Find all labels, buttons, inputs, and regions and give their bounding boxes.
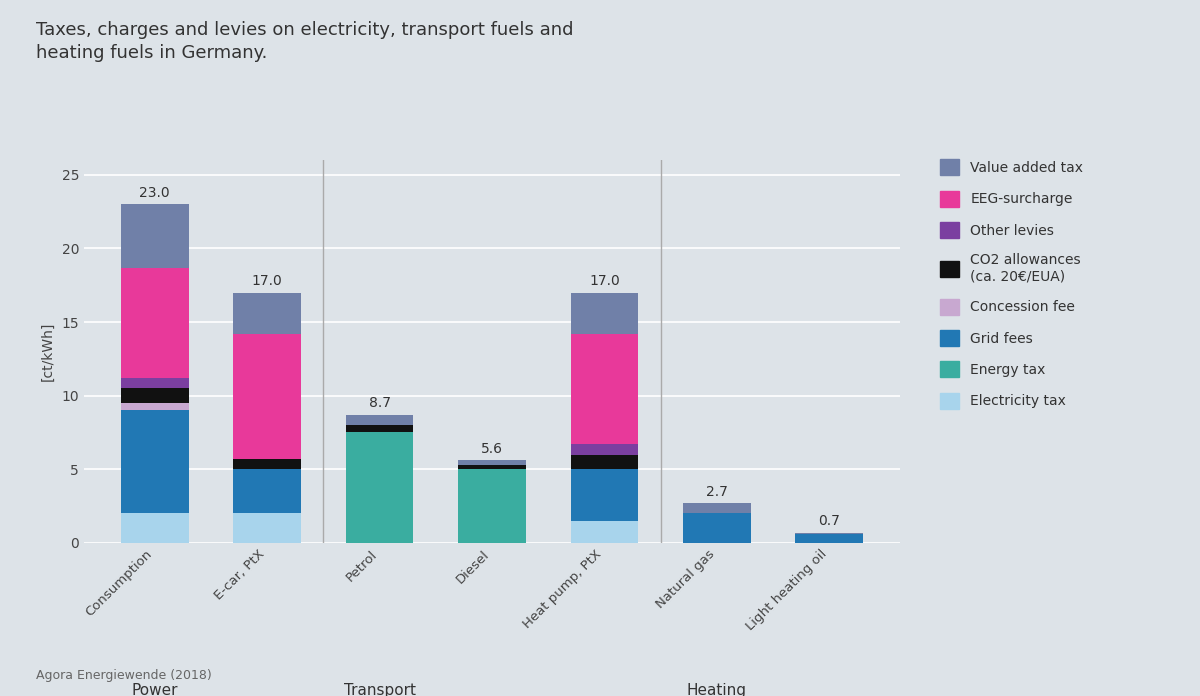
Bar [346, 432, 413, 543]
Bar [121, 388, 188, 403]
Text: Taxes, charges and levies on electricity, transport fuels and
heating fuels in G: Taxes, charges and levies on electricity… [36, 21, 574, 63]
Bar [121, 411, 188, 514]
Text: 8.7: 8.7 [368, 397, 391, 411]
Bar [346, 425, 413, 432]
Bar [458, 465, 526, 469]
Bar [458, 461, 526, 465]
Bar [683, 503, 750, 514]
Bar [796, 532, 863, 534]
Text: 23.0: 23.0 [139, 186, 170, 200]
Bar [571, 454, 638, 469]
Text: Heating: Heating [686, 683, 746, 696]
Text: 17.0: 17.0 [589, 274, 619, 288]
Bar [234, 292, 301, 334]
Bar [234, 514, 301, 543]
Bar [796, 534, 863, 543]
Bar [571, 334, 638, 444]
Legend: Value added tax, EEG-surcharge, Other levies, CO2 allowances
(ca. 20€/EUA), Conc: Value added tax, EEG-surcharge, Other le… [940, 159, 1084, 409]
Bar [121, 267, 188, 378]
Text: 2.7: 2.7 [706, 484, 727, 499]
Bar [571, 521, 638, 543]
Bar [458, 469, 526, 543]
Bar [234, 459, 301, 469]
Bar [121, 378, 188, 388]
Bar [234, 334, 301, 459]
Bar [346, 415, 413, 425]
Text: Agora Energiewende (2018): Agora Energiewende (2018) [36, 669, 211, 682]
Bar [571, 292, 638, 334]
Bar [121, 403, 188, 411]
Bar [121, 514, 188, 543]
Bar [234, 469, 301, 514]
Text: Power: Power [132, 683, 178, 696]
Text: Transport: Transport [343, 683, 415, 696]
Text: 0.7: 0.7 [818, 514, 840, 528]
Text: 5.6: 5.6 [481, 442, 503, 456]
Bar [683, 514, 750, 543]
Bar [571, 444, 638, 454]
Bar [121, 204, 188, 267]
Text: 17.0: 17.0 [252, 274, 282, 288]
Y-axis label: [ct/kWh]: [ct/kWh] [41, 322, 54, 381]
Bar [571, 469, 638, 521]
